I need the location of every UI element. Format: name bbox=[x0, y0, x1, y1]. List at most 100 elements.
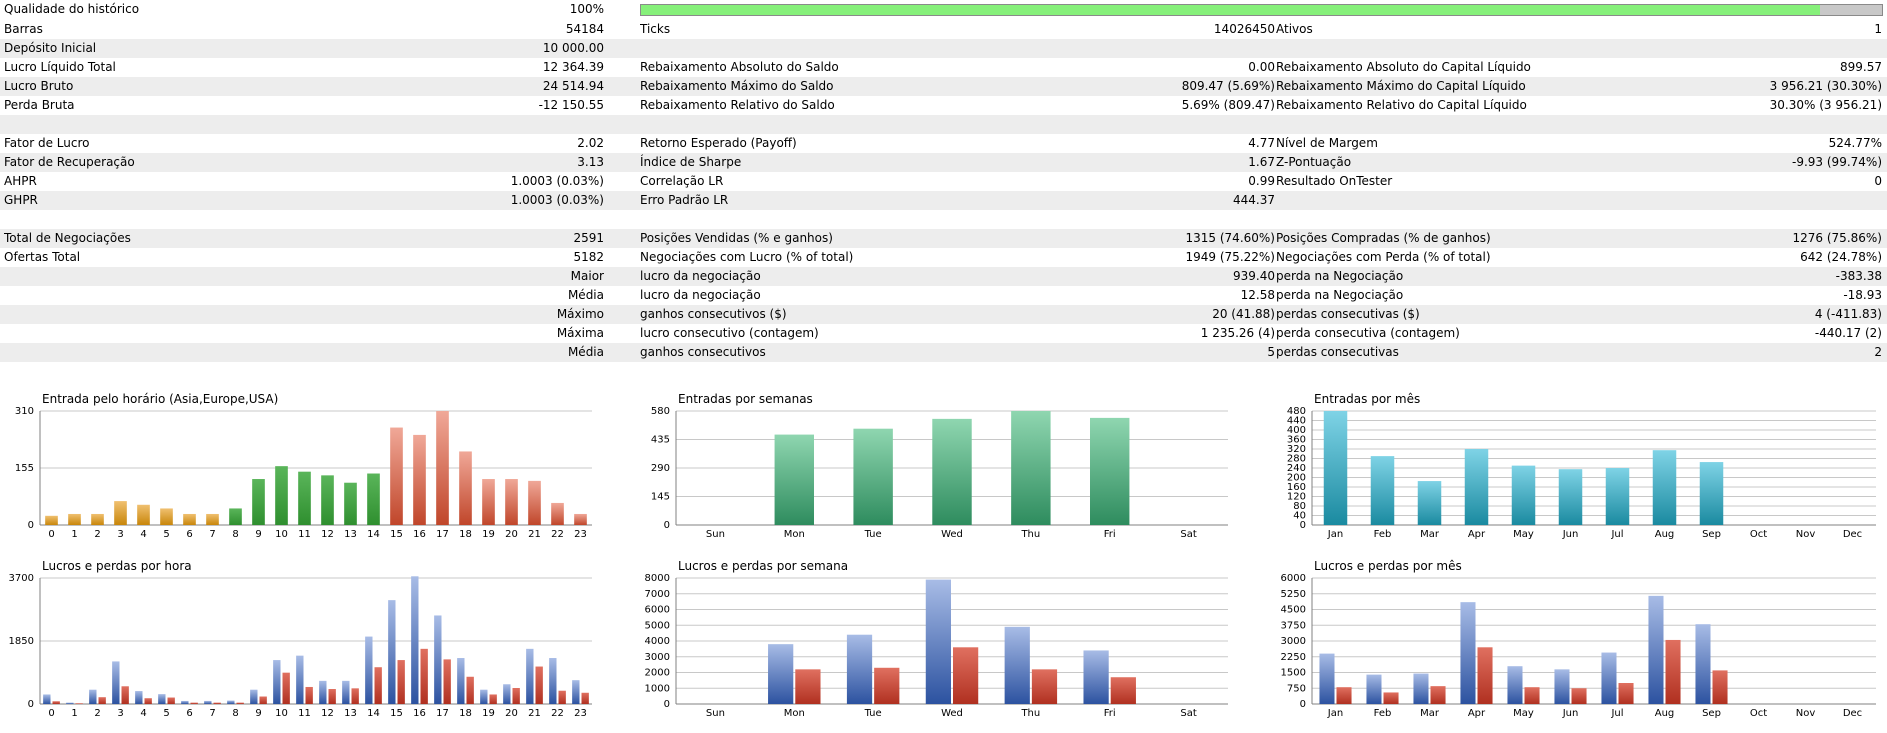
y-tick-label: 0 bbox=[664, 520, 670, 531]
cell-label: perdas consecutivas ($) bbox=[1276, 307, 1420, 321]
bar bbox=[549, 658, 557, 704]
bar bbox=[98, 697, 106, 704]
y-tick-label: 1850 bbox=[9, 636, 34, 647]
x-tick-label: 16 bbox=[413, 708, 426, 719]
y-tick-label: 0 bbox=[28, 520, 34, 531]
bar bbox=[457, 658, 465, 704]
bar bbox=[874, 667, 900, 704]
bar bbox=[1571, 688, 1587, 704]
x-tick-label: 4 bbox=[140, 529, 146, 540]
y-tick-label: 310 bbox=[15, 406, 34, 417]
x-tick-label: Apr bbox=[1468, 529, 1486, 540]
cell-value: 10 000.00 bbox=[542, 41, 604, 55]
bar bbox=[1031, 669, 1058, 704]
cell-value: 5182 bbox=[573, 250, 604, 264]
bar bbox=[1430, 686, 1446, 704]
x-tick-label: Sun bbox=[706, 529, 725, 540]
x-tick-label: Fri bbox=[1104, 529, 1116, 540]
bar bbox=[932, 418, 972, 525]
x-tick-label: Jul bbox=[1610, 529, 1623, 540]
history-quality-fill bbox=[641, 5, 1820, 15]
x-tick-label: Jan bbox=[1327, 529, 1343, 540]
y-tick-label: 155 bbox=[15, 463, 34, 474]
cell-label: Média bbox=[567, 288, 604, 302]
bar bbox=[846, 634, 873, 704]
cell-value: -440.17 (2) bbox=[1814, 326, 1882, 340]
cell-value: 939.40 bbox=[1233, 269, 1275, 283]
bar bbox=[466, 676, 474, 704]
cell-value: 4.77 bbox=[1248, 136, 1275, 150]
x-tick-label: May bbox=[1513, 529, 1534, 540]
table-row bbox=[0, 210, 1887, 229]
x-tick-label: 8 bbox=[232, 708, 238, 719]
x-tick-label: Feb bbox=[1374, 529, 1392, 540]
x-tick-label: Mon bbox=[784, 529, 805, 540]
x-tick-label: Feb bbox=[1374, 708, 1392, 719]
x-tick-label: 19 bbox=[482, 708, 495, 719]
x-tick-label: 23 bbox=[574, 708, 587, 719]
x-tick-label: 1 bbox=[71, 529, 77, 540]
y-tick-label: 580 bbox=[651, 406, 670, 417]
table-row bbox=[0, 115, 1887, 134]
bar bbox=[1699, 462, 1724, 525]
bar bbox=[526, 648, 534, 704]
bar bbox=[75, 703, 83, 704]
bar bbox=[443, 659, 451, 704]
y-tick-label: 480 bbox=[1287, 406, 1306, 417]
x-tick-label: 19 bbox=[482, 529, 495, 540]
x-tick-label: Oct bbox=[1750, 708, 1767, 719]
bar bbox=[1413, 673, 1429, 704]
bar bbox=[259, 696, 267, 704]
bar bbox=[1648, 595, 1664, 704]
cell-value: 24 514.94 bbox=[542, 79, 604, 93]
y-tick-label: 6000 bbox=[645, 605, 670, 616]
x-tick-label: Aug bbox=[1655, 529, 1675, 540]
x-tick-label: 4 bbox=[140, 708, 146, 719]
x-tick-label: 5 bbox=[163, 529, 169, 540]
y-tick-label: 2250 bbox=[1281, 652, 1306, 663]
cell-value: -12 150.55 bbox=[538, 98, 604, 112]
chart-title: Entrada pelo horário (Asia,Europe,USA) bbox=[42, 392, 278, 406]
bar bbox=[190, 702, 198, 704]
bar bbox=[953, 647, 979, 704]
bar bbox=[112, 661, 120, 704]
x-tick-label: 21 bbox=[528, 529, 541, 540]
x-tick-label: 17 bbox=[436, 708, 449, 719]
x-tick-label: Jun bbox=[1562, 708, 1579, 719]
x-tick-label: 12 bbox=[321, 529, 334, 540]
cell-label: lucro da negociação bbox=[640, 288, 761, 302]
x-tick-label: Nov bbox=[1796, 529, 1816, 540]
bar bbox=[66, 702, 74, 704]
bar bbox=[1083, 650, 1109, 704]
bar bbox=[482, 479, 495, 525]
bar bbox=[1464, 449, 1489, 525]
x-tick-label: Mar bbox=[1420, 529, 1440, 540]
y-tick-label: 0 bbox=[1300, 520, 1306, 531]
bar bbox=[1323, 411, 1348, 525]
x-tick-label: 3 bbox=[117, 708, 123, 719]
bar bbox=[1370, 456, 1395, 525]
bar bbox=[45, 515, 58, 525]
table-row: ganhos consecutivos ($) 20 (41.88) perdas … bbox=[0, 305, 1887, 324]
x-tick-label: Tue bbox=[864, 529, 882, 540]
x-tick-label: 14 bbox=[367, 708, 380, 719]
table-row: GHPR 1.0003 (0.03%) Erro Padrão LR 444.37 bbox=[0, 191, 1887, 210]
cell-label: Rebaixamento Absoluto do Capital Líquido bbox=[1276, 60, 1531, 74]
cell-label: Rebaixamento Máximo do Saldo bbox=[640, 79, 834, 93]
history-quality-bar bbox=[640, 4, 1883, 16]
chart-title: Lucros e perdas por hora bbox=[42, 559, 192, 573]
cell-label: Posições Vendidas (% e ganhos) bbox=[640, 231, 833, 245]
bar bbox=[1605, 468, 1630, 525]
x-tick-label: Wed bbox=[941, 529, 963, 540]
cell-label: Ofertas Total bbox=[4, 250, 81, 264]
x-tick-label: 20 bbox=[505, 708, 518, 719]
bar bbox=[342, 680, 350, 704]
table-row: Fator de Recuperação 3.13 Índice de Sharpe… bbox=[0, 153, 1887, 172]
cell-label: ganhos consecutivos bbox=[640, 345, 766, 359]
table-row: Total de Negociações 2591 Posições Vendida… bbox=[0, 229, 1887, 248]
chart-pl-by-month: Lucros e perdas por mês 0 750 1500 2250 3000 3… bbox=[1281, 559, 1876, 719]
x-tick-label: 10 bbox=[275, 529, 288, 540]
bar bbox=[390, 427, 403, 525]
x-tick-label: 8 bbox=[232, 529, 238, 540]
